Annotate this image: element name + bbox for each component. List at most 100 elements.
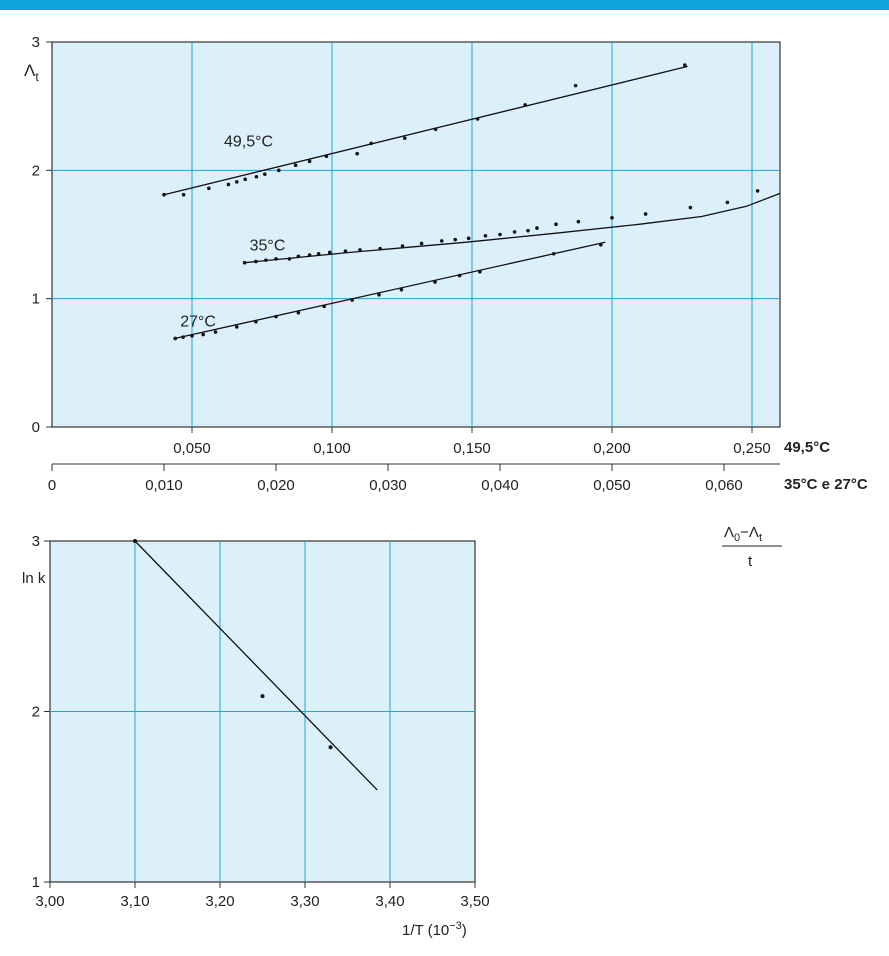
series-fit-line-49-5-c — [163, 65, 688, 196]
top-x2-tick-label: 0,050 — [593, 477, 631, 494]
data-point-35-c — [287, 257, 292, 261]
top-y-tick-label: 1 — [32, 291, 40, 308]
data-point-49-5-c — [181, 192, 186, 197]
data-point-35-c — [343, 249, 348, 253]
data-point-49-5-c — [355, 151, 360, 156]
bottom-x-axis-label: 1/T (10−3) — [402, 920, 467, 939]
data-point-27-c — [274, 314, 278, 319]
bottom-data-points — [133, 539, 333, 750]
data-point-35-c — [419, 241, 424, 246]
top-y-tick-label: 2 — [32, 162, 40, 179]
data-point-35-c — [483, 233, 488, 238]
data-point-35-c — [307, 253, 312, 257]
series-label-49-5-c: 49,5°C — [224, 134, 273, 151]
bottom-y-axis: 1 2 3 — [32, 533, 50, 891]
data-point-49-5-c — [226, 182, 231, 187]
data-point-35-c — [755, 189, 760, 193]
data-point-35-c — [274, 257, 278, 261]
bottom-x-axis: 3,00 3,10 3,20 3,30 3,40 3,50 — [35, 882, 490, 910]
top-x2-tick-label: 0,010 — [145, 477, 183, 494]
data-point-49-5-c — [369, 141, 374, 146]
top-accent-bar — [0, 0, 889, 10]
top-x-quantity: Λ0−Λt t — [722, 524, 782, 570]
data-point-35-c — [526, 228, 530, 233]
data-point-35-c — [453, 237, 458, 242]
top-x1-tick-label: 0,250 — [733, 440, 771, 457]
data-point-27-c — [599, 242, 603, 247]
bottom-x-tick-label: 3,10 — [120, 893, 149, 910]
bottom-x-tick-label: 3,30 — [290, 893, 319, 910]
data-point-49-5-c — [235, 180, 239, 184]
data-point-49-5-c — [277, 168, 281, 173]
data-point-27-c — [213, 330, 218, 334]
bottom-x-tick-label: 3,50 — [460, 893, 489, 910]
data-point-49-5-c — [573, 83, 578, 88]
data-point-35-c — [466, 236, 471, 241]
top-x1-tick-label: 0,100 — [313, 440, 351, 457]
data-point-49-5-c — [307, 159, 312, 164]
top-x-axis-1: 0,050 0,100 0,150 0,200 0,250 — [173, 427, 771, 457]
top-x2-tick-label: 0,040 — [481, 477, 519, 494]
bottom-fit-line-path — [134, 540, 378, 791]
bottom-data-point — [328, 745, 333, 750]
top-fit-lines — [163, 65, 781, 340]
data-point-35-c — [316, 251, 321, 256]
top-plot-area — [51, 41, 781, 428]
data-point-27-c — [322, 304, 326, 309]
top-y-tick-label: 0 — [32, 419, 40, 436]
data-point-35-c — [254, 259, 258, 264]
series-label-27-c: 27°C — [180, 313, 216, 330]
bottom-data-point — [133, 539, 137, 543]
data-point-49-5-c — [523, 103, 527, 107]
top-y-axis-label: Λt — [24, 61, 39, 84]
data-point-49-5-c — [293, 163, 298, 167]
data-point-35-c — [498, 232, 502, 237]
data-point-27-c — [457, 273, 462, 278]
bottom-grid — [50, 541, 475, 882]
bottom-x-tick-label: 3,20 — [205, 893, 234, 910]
data-point-49-5-c — [475, 117, 480, 121]
top-x-axis-2: 0 0,010 0,020 0,030 0,040 0,050 0,060 — [48, 464, 743, 494]
bottom-x-tick-label: 3,40 — [375, 893, 404, 910]
data-point-27-c — [478, 269, 482, 274]
data-point-35-c — [643, 212, 648, 216]
data-point-35-c — [576, 219, 581, 224]
data-point-35-c — [512, 230, 517, 234]
top-x1-tick-label: 0,150 — [453, 440, 491, 457]
data-point-27-c — [254, 319, 258, 324]
data-point-49-5-c — [243, 177, 247, 182]
data-point-27-c — [377, 293, 381, 297]
bottom-y-tick-label: 3 — [32, 533, 40, 550]
data-point-49-5-c — [324, 154, 329, 159]
data-point-49-5-c — [207, 186, 211, 191]
bottom-chart: 1 2 3 3,00 3,10 3,20 3,30 3,40 3,50 ln k 1/T (1… — [22, 533, 490, 939]
data-point-27-c — [296, 310, 301, 315]
data-point-35-c — [610, 216, 614, 220]
data-point-27-c — [190, 334, 194, 338]
bottom-y-tick-label: 1 — [32, 874, 40, 891]
data-point-35-c — [242, 260, 247, 265]
data-point-49-5-c — [403, 136, 407, 141]
top-series-labels: 49,5°C 35°C 27°C — [180, 134, 285, 331]
data-point-35-c — [327, 250, 332, 255]
data-point-49-5-c — [263, 172, 267, 176]
top-x2-tick-label: 0 — [48, 477, 56, 494]
bottom-data-point — [260, 694, 265, 699]
top-x1-tick-label: 0,200 — [593, 440, 631, 457]
top-data-points — [162, 63, 760, 341]
data-point-27-c — [173, 336, 177, 341]
series-fit-line-27-c — [175, 241, 606, 340]
data-point-49-5-c — [162, 192, 166, 197]
data-point-35-c — [535, 226, 539, 230]
top-grid — [52, 42, 780, 427]
top-x2-tick-label: 0,030 — [369, 477, 407, 494]
data-point-49-5-c — [254, 174, 259, 179]
data-point-35-c — [725, 200, 730, 205]
data-point-27-c — [235, 325, 239, 329]
top-y-axis: 0 1 2 3 — [32, 34, 52, 436]
top-x2-tick-label: 0,060 — [705, 477, 743, 494]
data-point-35-c — [688, 205, 693, 210]
bottom-fit-line — [134, 540, 378, 791]
bottom-y-tick-label: 2 — [32, 704, 40, 721]
